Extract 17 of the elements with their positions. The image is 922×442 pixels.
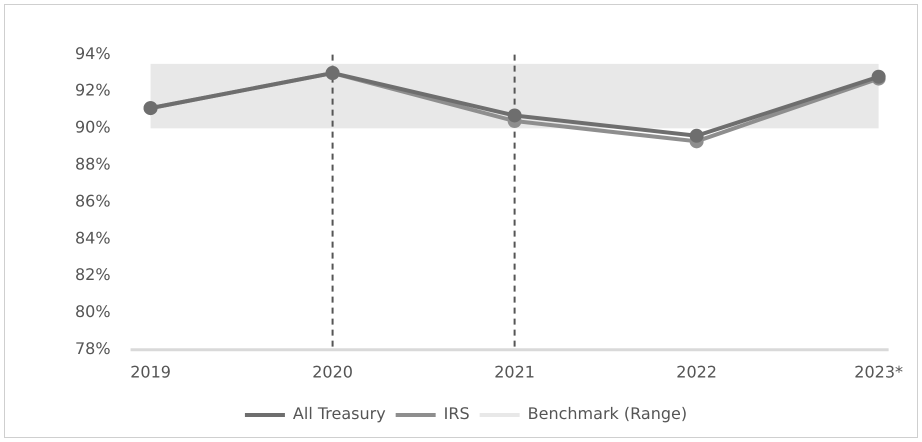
legend-label: Benchmark (Range) xyxy=(528,404,688,424)
legend-label: IRS xyxy=(444,404,470,424)
x-tick-label: 2021 xyxy=(494,362,535,382)
x-tick-label: 2023* xyxy=(854,362,903,382)
y-tick-label: 84% xyxy=(75,228,111,248)
legend-label: All Treasury xyxy=(292,404,386,424)
y-tick-label: 80% xyxy=(75,302,111,322)
y-tick-label: 86% xyxy=(75,191,111,210)
y-tick-label: 94% xyxy=(75,44,111,63)
y-tick-label: 90% xyxy=(75,118,111,137)
y-tick-label: 88% xyxy=(75,154,111,174)
x-tick-label: 2020 xyxy=(312,362,353,382)
x-tick-label: 2022 xyxy=(676,362,717,382)
y-tick-label: 92% xyxy=(75,80,111,100)
y-tick-label: 82% xyxy=(75,265,111,284)
y-tick-label: 78% xyxy=(75,338,111,358)
x-tick-label: 2019 xyxy=(130,362,171,382)
